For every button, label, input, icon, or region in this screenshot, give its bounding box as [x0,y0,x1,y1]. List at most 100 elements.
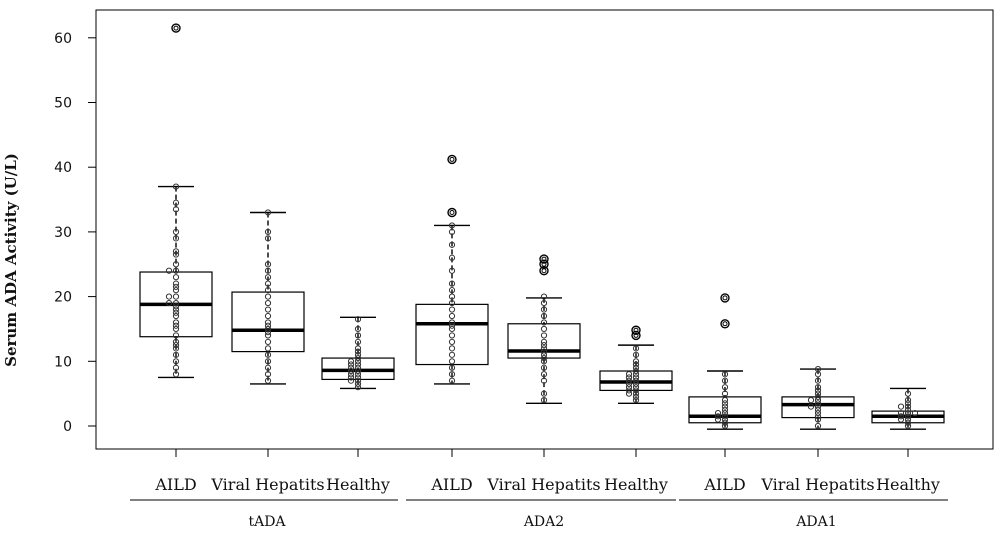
data-point [172,342,180,349]
data-point [347,371,355,378]
data-point [448,332,456,339]
data-point [721,403,729,410]
data-point [264,371,272,378]
data-point [911,409,919,417]
data-point [347,367,355,375]
data-point [540,358,548,365]
data-point [714,409,722,417]
data-point [540,345,548,352]
data-point [904,406,912,413]
data-point [264,312,272,320]
data-point [721,390,729,397]
data-point [814,384,822,391]
data-point [264,287,272,294]
data-point [448,228,456,235]
box-ada1-aild [688,293,762,430]
data-point [625,374,633,381]
data-point [721,422,729,430]
box-iqr [415,303,489,366]
data-point [814,413,822,420]
data-point [172,325,180,333]
data-point [354,377,362,384]
data-point [814,397,822,404]
data-point [904,400,912,407]
data-point [904,403,912,410]
data-point [904,397,912,404]
box-iqr [781,396,855,419]
data-point [354,354,362,362]
data-point [172,199,180,206]
data-point [625,371,633,378]
data-point [540,377,548,384]
data-point [172,371,180,378]
category-label: AILD [703,475,745,494]
data-point [904,409,912,417]
data-point [165,293,173,300]
box-iqr [688,396,762,424]
data-point [172,183,180,190]
data-point [448,293,456,300]
outlier-point [633,327,639,333]
data-point [354,316,362,323]
data-point [347,377,355,384]
data-point [172,293,180,300]
category-label: Viral Hepatits [760,475,874,494]
outlier-point [720,319,730,329]
category-label: Healthy [326,475,390,494]
data-point [448,371,456,378]
y-tick-label: 30 [54,225,72,241]
box-iqr [507,323,581,359]
data-point [264,293,272,300]
data-point [172,312,180,320]
group-label: tADA [248,514,286,530]
data-point [172,248,180,255]
data-point [540,306,548,313]
data-point [448,351,456,358]
data-point [354,345,362,352]
data-point [540,354,548,362]
data-point [721,377,729,384]
data-point [721,397,729,404]
data-point [264,274,272,281]
data-point [354,358,362,365]
data-point [721,400,729,407]
data-point [354,351,362,358]
data-point [354,348,362,355]
data-point [814,416,822,423]
data-point [814,377,822,384]
data-point [897,416,905,423]
data-point [172,345,180,352]
data-point [632,364,640,371]
box-ada1-viral-hepatits [781,365,855,430]
data-point [540,348,548,355]
data-point [264,332,272,339]
data-point [264,358,272,365]
outlier-point [722,295,728,301]
y-tick-label: 10 [54,354,72,370]
data-point [632,371,640,378]
data-point [172,287,180,294]
data-point [448,319,456,326]
data-point [814,403,822,410]
data-point [448,287,456,294]
data-point [264,306,272,313]
y-tick-label: 50 [54,96,72,112]
data-point [904,416,912,423]
outlier-point [720,293,730,303]
data-point [172,280,180,287]
data-point [347,364,355,371]
data-point [625,377,633,384]
data-point [172,322,180,329]
data-point [172,319,180,326]
data-point [448,241,456,248]
outlier-point [447,207,457,218]
outlier-point [633,332,639,338]
data-point [264,280,272,287]
y-axis: 0 10 20 30 40 50 60 [54,31,96,435]
data-point [264,338,272,345]
data-point [264,345,272,352]
data-point [264,267,272,274]
data-point [721,416,729,423]
data-point [448,358,456,365]
